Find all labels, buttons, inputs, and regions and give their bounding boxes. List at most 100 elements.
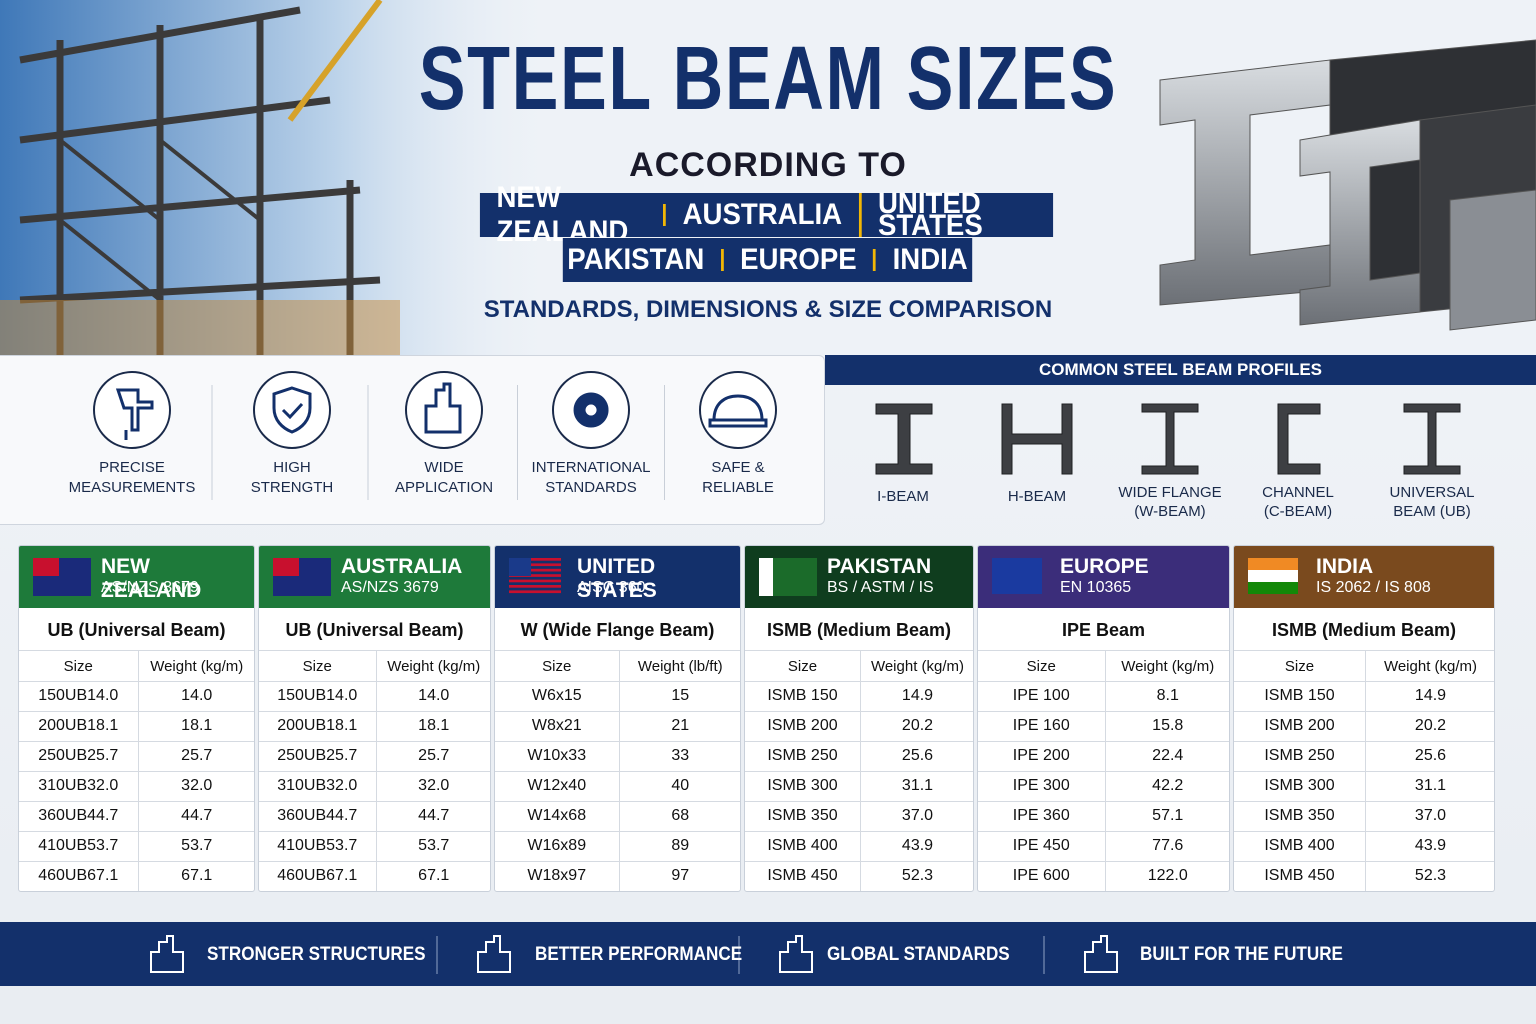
cell: 18.1 — [181, 717, 213, 734]
standard: BS / ASTM / IS — [827, 579, 934, 596]
column-header: Size — [63, 658, 93, 675]
cell: ISMB 150 — [767, 687, 838, 704]
beam-type: UB (Universal Beam) — [285, 620, 464, 640]
title: STEEL BEAM SIZES — [418, 29, 1118, 129]
profile-label: I-BEAM — [877, 488, 929, 505]
standard: EN 10365 — [1060, 579, 1132, 596]
cell: IPE 360 — [1012, 807, 1070, 824]
cell: 43.9 — [1414, 837, 1447, 854]
grid-line — [978, 741, 1229, 742]
cell: ISMB 350 — [1264, 807, 1335, 824]
cell: ISMB 250 — [767, 747, 838, 764]
grid-line — [1234, 771, 1494, 772]
grid-line — [495, 861, 740, 862]
cell: 32.0 — [181, 777, 213, 794]
cell: 53.7 — [181, 837, 213, 854]
grid-line — [19, 771, 254, 772]
cell: W10x33 — [527, 747, 587, 764]
cell: 410UB53.7 — [277, 837, 358, 854]
table: INDIA IS 2062 / IS 808 ISMB (Medium Beam) S… — [1233, 545, 1495, 892]
cell: 460UB67.1 — [277, 867, 358, 884]
cell: W12x40 — [527, 777, 587, 794]
cell: 44.7 — [418, 807, 450, 824]
cell: 200UB18.1 — [38, 717, 119, 734]
cell: ISMB 450 — [767, 867, 838, 884]
cell: IPE 100 — [1012, 687, 1070, 704]
flag — [273, 558, 331, 596]
beam-type: W (Wide Flange Beam) — [520, 620, 715, 640]
cell: ISMB 250 — [1264, 747, 1335, 764]
grid-line — [19, 650, 254, 651]
footer-item: BETTER PERFORMANCE — [535, 944, 743, 965]
standard: AISC 360 — [577, 579, 646, 596]
beam-type: IPE Beam — [1061, 620, 1146, 640]
cell: 310UB32.0 — [38, 777, 119, 794]
cell: 18.1 — [418, 717, 450, 734]
cell: 67.1 — [418, 867, 450, 884]
profile-label: UNIVERSAL — [1389, 484, 1475, 501]
cell: 20.2 — [1414, 717, 1447, 734]
country: EUROPE — [1060, 555, 1149, 578]
grid-line — [259, 831, 490, 832]
country: EUROPE — [720, 245, 873, 275]
country-row: PAKISTAN EUROPE INDIA — [562, 238, 973, 282]
grid-line — [495, 801, 740, 802]
cell: ISMB 450 — [1264, 867, 1335, 884]
feature-label: STRENGTH — [250, 479, 334, 496]
cell: 52.3 — [1414, 867, 1447, 884]
feature-icon — [115, 388, 154, 440]
table-header: INDIA IS 2062 / IS 808 — [1234, 546, 1494, 608]
grid-line — [495, 711, 740, 712]
cell: ISMB 300 — [1264, 777, 1335, 794]
country: PAKISTAN — [567, 243, 705, 276]
cell: 460UB67.1 — [38, 867, 119, 884]
grid-line — [19, 711, 254, 712]
cell: 15 — [671, 687, 690, 704]
standard: AS/NZS 3679 — [341, 579, 439, 596]
cell: W18x97 — [527, 867, 587, 884]
table-header: UNITED STATES AISC 360 — [495, 546, 740, 608]
cell: 40 — [671, 777, 690, 794]
country: AUSTRALIA — [663, 200, 858, 230]
flag — [509, 558, 561, 594]
grid-line — [978, 861, 1229, 862]
flag — [1248, 558, 1298, 594]
footer-item: GLOBAL STANDARDS — [827, 944, 1010, 965]
grid-line — [1234, 711, 1494, 712]
grid-line — [745, 741, 973, 742]
profile-shape — [1141, 403, 1199, 475]
grid-line — [495, 831, 740, 832]
grid-line — [375, 650, 377, 891]
feature-label: MEASUREMENTS — [68, 479, 196, 496]
cell: 33 — [671, 747, 690, 764]
cell: 43.9 — [901, 837, 934, 854]
cell: 8.1 — [1156, 687, 1179, 704]
country: NEW ZEALAND — [496, 181, 629, 248]
profile-label: (W-BEAM) — [1134, 503, 1206, 520]
grid-line — [495, 741, 740, 742]
column-header: Weight (kg/m) — [387, 658, 481, 675]
cell: IPE 300 — [1012, 777, 1070, 794]
profile-label: BEAM (UB) — [1393, 503, 1471, 520]
cell: 32.0 — [418, 777, 450, 794]
cell: IPE 160 — [1012, 717, 1070, 734]
cell: 360UB44.7 — [38, 807, 119, 824]
country: AUSTRALIA — [341, 555, 463, 578]
column-header: Size — [1284, 658, 1315, 675]
country: INDIA — [1316, 555, 1374, 578]
column-header: Weight (kg/m) — [150, 658, 244, 675]
grid-line — [745, 831, 973, 832]
cell: 25.6 — [1414, 747, 1447, 764]
feature-label: WIDE — [424, 459, 464, 476]
feature-label: INTERNATIONAL — [531, 459, 651, 476]
grid-line — [745, 771, 973, 772]
cell: 200UB18.1 — [277, 717, 358, 734]
cell: 68 — [671, 807, 690, 824]
cell: ISMB 200 — [1264, 717, 1335, 734]
cell: 42.2 — [1152, 777, 1184, 794]
standard: IS 2062 / IS 808 — [1316, 579, 1431, 596]
grid-line — [495, 681, 740, 682]
table-header: NEW ZEALAND AS/NZS 3679 — [19, 546, 254, 608]
grid-line — [19, 861, 254, 862]
footer-bar — [0, 922, 1536, 986]
